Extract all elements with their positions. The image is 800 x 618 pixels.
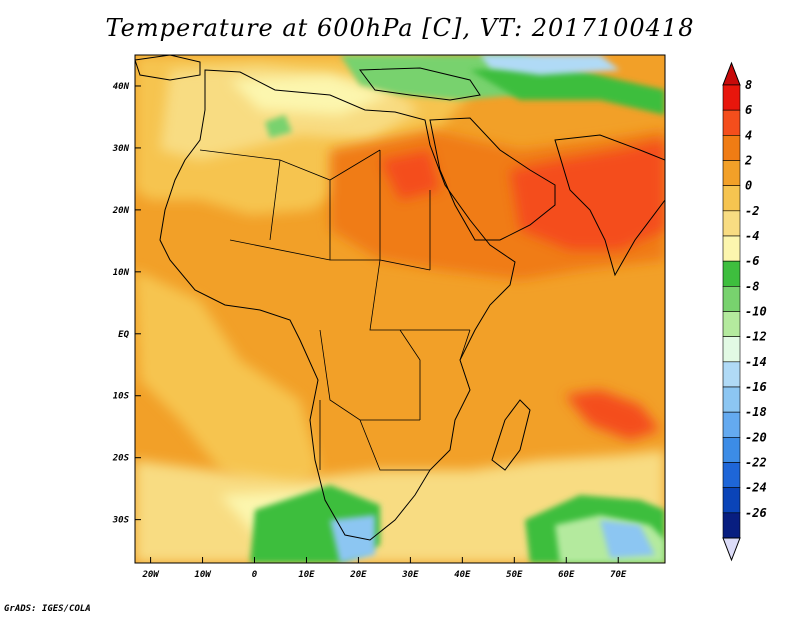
colorbar-over-arrow <box>722 61 741 86</box>
colorbar-swatch <box>722 109 741 136</box>
colorbar-label: 2 <box>744 154 752 168</box>
temperature-map: 40N 30N 20N 10N EQ 10S 20S 30S 20W 10W 0 10E 20E 30E… <box>112 54 767 580</box>
lon-tick-label: 50E <box>506 570 523 580</box>
field-zone-lightblue-ne <box>480 55 620 75</box>
lat-tick-label: 40N <box>113 82 130 92</box>
field-zone-blue-sw <box>330 515 375 563</box>
colorbar-swatch <box>722 210 741 237</box>
field-zone-hot-sudan <box>380 150 440 200</box>
lat-tick-label: 20S <box>112 454 130 464</box>
coast-iberia <box>135 55 201 81</box>
coast-asia-minor <box>359 67 481 101</box>
colorbar-swatch <box>722 487 741 514</box>
lon-tick-label: 60E <box>558 570 575 580</box>
coast-arabia <box>429 117 556 241</box>
colorbar-label: -12 <box>745 330 767 344</box>
lon-tick-label: 30E <box>401 570 419 580</box>
colorbar-swatch <box>722 411 741 438</box>
field-zone-green-algeria <box>265 115 292 138</box>
field-zone-hot-arabia <box>510 140 665 250</box>
colorbar-label: -20 <box>745 430 767 444</box>
colorbar-label: -16 <box>745 380 767 394</box>
colorbar-swatch <box>722 336 741 363</box>
colorbar-label: -26 <box>745 506 767 520</box>
colorbar-swatch <box>722 286 741 312</box>
colorbar-swatch <box>722 361 741 388</box>
lon-tick-label: 0 <box>252 570 258 580</box>
footer-credit: GrADS: IGES/COLA <box>4 604 91 614</box>
field-zone-hot-madagascar <box>565 390 660 440</box>
colorbar-label: -24 <box>745 481 767 495</box>
colorbar-swatch <box>722 512 741 539</box>
colorbar-swatch <box>722 437 741 463</box>
colorbar-label: -6 <box>745 254 759 268</box>
coastlines <box>135 55 665 541</box>
field-zone-green-ne <box>470 65 665 115</box>
temperature-field <box>135 55 665 563</box>
coast-madagascar <box>491 399 531 471</box>
colorbar-label: -14 <box>745 355 767 369</box>
colorbar-swatch <box>722 386 741 413</box>
colorbar-label: -18 <box>745 405 767 419</box>
colorbar-label: -8 <box>745 279 759 293</box>
lon-tick-label: 20E <box>349 570 367 580</box>
coast-africa <box>159 69 516 541</box>
coast-india <box>554 134 665 277</box>
colorbar-label: 6 <box>745 103 752 117</box>
lon-tick-label: 70E <box>610 570 627 580</box>
longitude-axis: 20W 10W 0 10E 20E 30E 40E 50E 60E 70E <box>141 557 627 580</box>
chart-title: Temperature at 600hPa [C], VT: 201710041… <box>105 14 695 42</box>
field-zone-atlantic-sw <box>135 270 320 500</box>
colorbar-swatch <box>722 160 741 186</box>
plot-frame <box>134 54 666 564</box>
colorbar-label: 0 <box>745 179 752 193</box>
colorbar-swatch <box>722 260 741 287</box>
lat-tick-label: 20N <box>112 206 130 216</box>
borders-inner <box>199 149 471 471</box>
colorbar-swatch <box>722 235 741 262</box>
field-zone-med <box>230 75 390 115</box>
colorbar-label: -4 <box>745 229 759 243</box>
colorbar-swatch <box>722 84 741 111</box>
lat-tick-label: EQ <box>118 330 129 340</box>
latitude-axis: 40N 30N 20N 10N EQ 10S 20S 30S <box>112 82 141 526</box>
colorbar-under-arrow <box>722 537 741 562</box>
lat-tick-label: 30N <box>112 144 130 154</box>
colorbar-swatch <box>722 462 741 488</box>
colorbar-label: 4 <box>745 128 752 142</box>
colorbar-swatch <box>722 185 741 212</box>
lat-tick-label: 10S <box>113 392 130 402</box>
colorbar-label: -2 <box>745 204 759 218</box>
lat-tick-label: 10N <box>113 268 130 278</box>
lat-tick-label: 30S <box>112 516 130 526</box>
colorbar-label: -10 <box>745 305 767 319</box>
lon-tick-label: 40E <box>454 570 471 580</box>
lon-tick-label: 10E <box>298 570 315 580</box>
lon-tick-label: 20W <box>141 570 160 580</box>
lon-tick-label: 10W <box>194 570 212 580</box>
colorbar-label: -22 <box>745 456 767 470</box>
colorbar-swatch <box>722 135 741 161</box>
colorbar: 8 6 4 2 0 -2 -4 -6 -8 -10 -12 -14 -16 -18 -20 -22 -24 -26 <box>722 61 767 562</box>
colorbar-swatch <box>722 311 741 337</box>
field-zone-blue-se <box>600 520 655 558</box>
colorbar-label: 8 <box>745 78 752 92</box>
